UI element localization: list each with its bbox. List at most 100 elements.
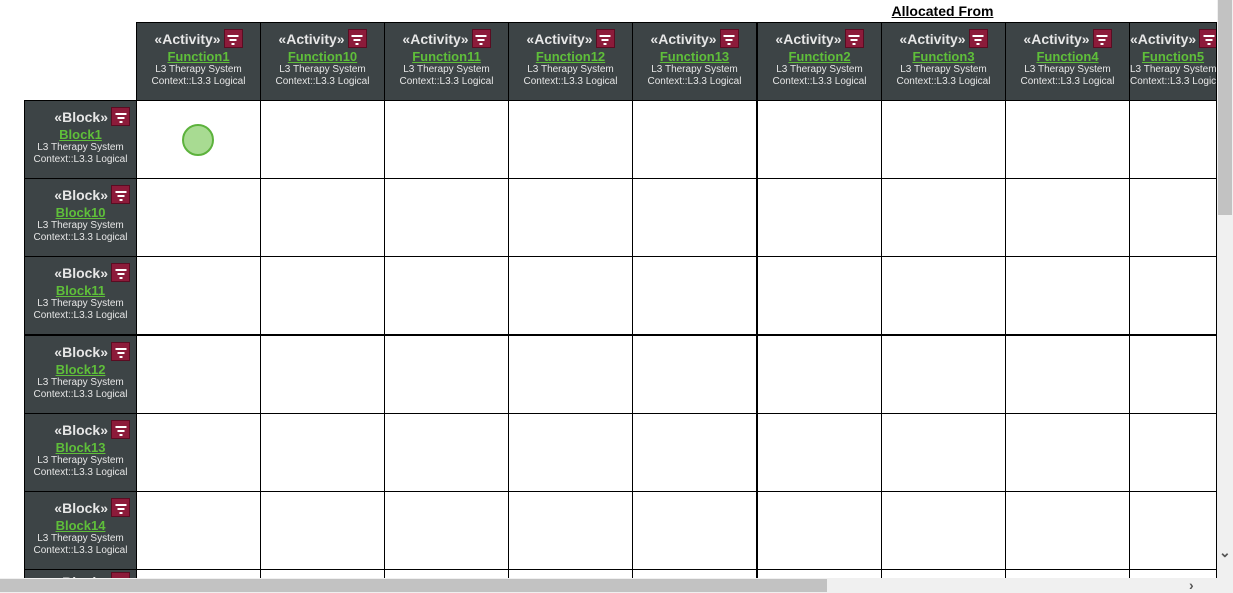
element-link[interactable]: Function5 — [1141, 49, 1205, 64]
matrix-cell[interactable] — [1005, 491, 1130, 570]
filter-icon[interactable] — [844, 29, 864, 48]
matrix-cell[interactable] — [1129, 491, 1217, 570]
element-link[interactable]: Function13 — [659, 49, 730, 64]
matrix-cell[interactable] — [632, 413, 757, 492]
matrix-cell[interactable] — [384, 413, 509, 492]
matrix-cell[interactable] — [881, 413, 1006, 492]
element-link[interactable]: Block13 — [55, 440, 106, 455]
matrix-cell[interactable] — [136, 413, 261, 492]
matrix-cell[interactable] — [881, 256, 1006, 335]
element-link[interactable]: Function2 — [788, 49, 851, 64]
matrix-cell[interactable] — [136, 100, 261, 179]
matrix-cell[interactable] — [757, 335, 882, 414]
matrix-cell[interactable] — [1005, 335, 1130, 414]
context-label: Context::L3.3 Logical — [1130, 76, 1217, 87]
matrix-cell[interactable] — [136, 335, 261, 414]
matrix-cell[interactable] — [757, 491, 882, 570]
horizontal-scroll-thumb[interactable] — [0, 579, 827, 592]
element-link[interactable]: Block1 — [59, 127, 102, 142]
element-link[interactable]: Block12 — [55, 362, 106, 377]
filter-icon[interactable] — [111, 185, 130, 204]
stereotype-label: «Activity» — [775, 30, 842, 47]
matrix-cell[interactable] — [881, 100, 1006, 179]
filter-icon[interactable] — [347, 29, 367, 48]
matrix-cell[interactable] — [136, 256, 261, 335]
matrix-cell[interactable] — [881, 178, 1006, 257]
chevron-right-icon[interactable]: › — [1189, 577, 1194, 593]
filter-icon[interactable] — [111, 107, 130, 126]
matrix-cell[interactable] — [1129, 413, 1217, 492]
matrix-cell[interactable] — [136, 178, 261, 257]
filter-icon[interactable] — [1199, 29, 1216, 48]
context-label: Context::L3.3 Logical — [523, 76, 618, 87]
matrix-cell[interactable] — [1005, 100, 1130, 179]
matrix-cell[interactable] — [508, 178, 633, 257]
matrix-cell[interactable] — [508, 100, 633, 179]
matrix-cell[interactable] — [260, 178, 385, 257]
matrix-cell[interactable] — [632, 491, 757, 570]
matrix-cell[interactable] — [881, 491, 1006, 570]
matrix-cell[interactable] — [136, 491, 261, 570]
context-label: Context::L3.3 Logical — [896, 76, 991, 87]
filter-icon[interactable] — [1092, 29, 1112, 48]
matrix-cell[interactable] — [632, 256, 757, 335]
matrix-cell[interactable] — [508, 413, 633, 492]
matrix-cell[interactable] — [260, 413, 385, 492]
filter-icon[interactable] — [111, 498, 130, 517]
matrix-cell[interactable] — [260, 335, 385, 414]
matrix-cell[interactable] — [508, 335, 633, 414]
element-link[interactable]: Block14 — [55, 518, 106, 533]
filter-icon[interactable] — [719, 29, 739, 48]
stereotype-label: «Activity» — [1023, 30, 1090, 47]
matrix-cell[interactable] — [757, 256, 882, 335]
filter-icon[interactable] — [111, 263, 130, 282]
matrix-cell[interactable] — [384, 256, 509, 335]
element-link[interactable]: Function10 — [287, 49, 358, 64]
owner-label: L3 Therapy System — [527, 64, 614, 75]
filter-icon[interactable] — [223, 29, 243, 48]
element-link[interactable]: Function3 — [912, 49, 975, 64]
matrix-cell[interactable] — [1005, 413, 1130, 492]
matrix-cell[interactable] — [1005, 178, 1130, 257]
matrix-cell[interactable] — [1129, 335, 1217, 414]
allocation-marker[interactable] — [182, 124, 214, 156]
matrix-cell[interactable] — [881, 335, 1006, 414]
matrix-cell[interactable] — [384, 335, 509, 414]
element-link[interactable]: Function4 — [1036, 49, 1099, 64]
matrix-cell[interactable] — [1129, 178, 1217, 257]
matrix-cell[interactable] — [260, 100, 385, 179]
filter-icon[interactable] — [471, 29, 491, 48]
owner-label: L3 Therapy System — [1130, 64, 1217, 75]
matrix-cell[interactable] — [757, 413, 882, 492]
element-link[interactable]: Block10 — [55, 205, 106, 220]
filter-icon[interactable] — [595, 29, 615, 48]
filter-icon[interactable] — [111, 420, 130, 439]
matrix-cell[interactable] — [260, 491, 385, 570]
matrix-cell[interactable] — [1129, 100, 1217, 179]
stereotype-label: «Block» — [54, 264, 108, 281]
matrix-cell[interactable] — [384, 491, 509, 570]
matrix-cell[interactable] — [260, 256, 385, 335]
matrix-cell[interactable] — [508, 256, 633, 335]
matrix-cell[interactable] — [508, 491, 633, 570]
matrix-cell[interactable] — [632, 335, 757, 414]
matrix-cell[interactable] — [1129, 256, 1217, 335]
element-link[interactable]: Function1 — [167, 49, 230, 64]
matrix-cell[interactable] — [1005, 256, 1130, 335]
filter-icon[interactable] — [111, 342, 130, 361]
element-link[interactable]: Block11 — [55, 283, 106, 298]
column-header: «Activity» Function1 L3 Therapy System Cont… — [136, 22, 261, 101]
matrix-cell[interactable] — [384, 178, 509, 257]
matrix-cell[interactable] — [757, 100, 882, 179]
matrix-cell[interactable] — [632, 178, 757, 257]
stereotype-label: «Activity» — [402, 30, 469, 47]
matrix-cell[interactable] — [632, 100, 757, 179]
column-header: «Activity» Function13 L3 Therapy System Con… — [632, 22, 757, 101]
chevron-down-icon[interactable]: ⌄ — [1219, 544, 1231, 560]
element-link[interactable]: Function12 — [535, 49, 606, 64]
element-link[interactable]: Function11 — [412, 49, 481, 64]
filter-icon[interactable] — [968, 29, 988, 48]
matrix-cell[interactable] — [384, 100, 509, 179]
matrix-cell[interactable] — [757, 178, 882, 257]
vertical-scroll-thumb[interactable] — [1218, 0, 1232, 215]
